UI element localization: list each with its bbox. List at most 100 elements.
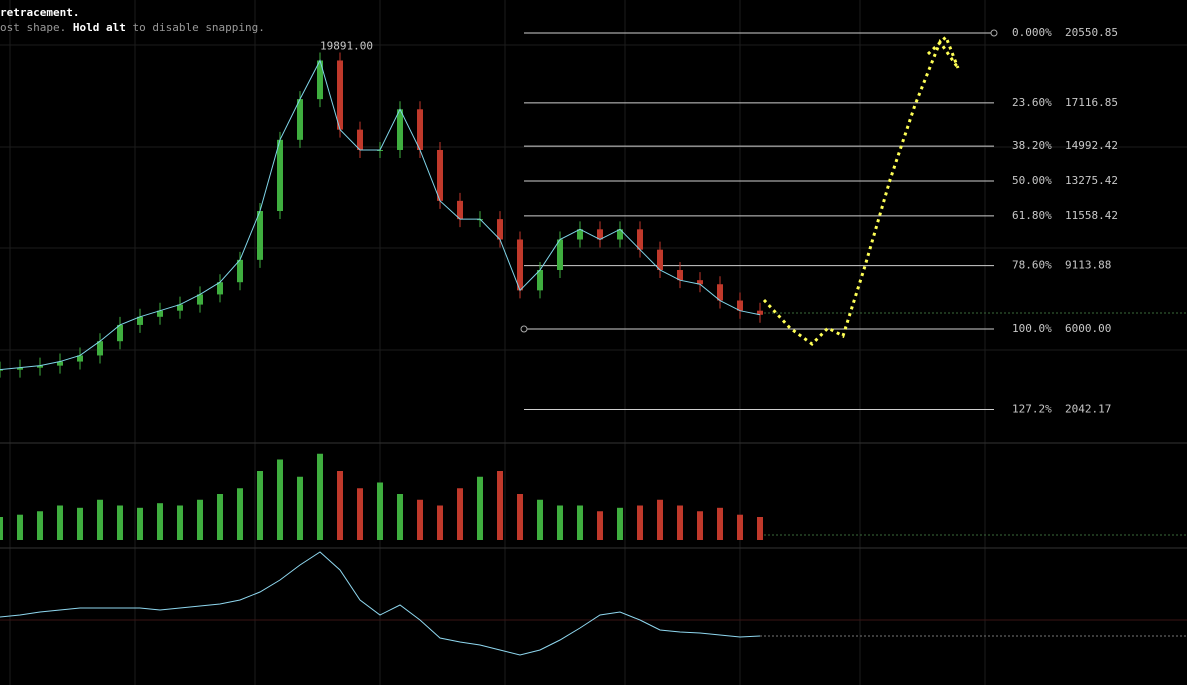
candle xyxy=(577,229,583,240)
candle xyxy=(297,99,303,140)
fib-price: 9113.88 xyxy=(1065,259,1111,272)
candle xyxy=(637,229,643,250)
volume-bar xyxy=(637,505,643,540)
volume-bar xyxy=(17,514,23,540)
candle xyxy=(457,200,463,220)
volume-bar xyxy=(77,507,83,540)
peak-label: 19891.00 xyxy=(320,39,373,52)
fib-price: 17116.85 xyxy=(1065,96,1118,109)
volume-bar xyxy=(737,514,743,540)
volume-bar xyxy=(317,453,323,540)
oscillator-line xyxy=(0,551,761,656)
volume-bar xyxy=(0,517,3,540)
candle xyxy=(217,282,223,295)
hint-part: ost shape. xyxy=(0,21,73,34)
volume-bar xyxy=(297,476,303,540)
volume-bar xyxy=(417,499,423,540)
volume-bar xyxy=(257,471,263,540)
volume-bar xyxy=(537,499,543,540)
fib-ratio: 50.00% xyxy=(1012,174,1052,187)
candle xyxy=(57,361,63,366)
candle xyxy=(717,284,723,301)
volume-bar xyxy=(597,511,603,540)
volume-bar xyxy=(717,507,723,540)
candle xyxy=(537,270,543,291)
volume-bar xyxy=(677,505,683,540)
fib-ratio: 78.60% xyxy=(1012,259,1052,272)
fib-ratio: 127.2% xyxy=(1012,403,1052,416)
volume-bar xyxy=(437,505,443,540)
candle xyxy=(337,60,343,130)
fib-ratio: 0.000% xyxy=(1012,26,1052,39)
candle xyxy=(517,239,523,291)
candle xyxy=(697,280,703,285)
volume-bar xyxy=(457,488,463,540)
candle xyxy=(357,129,363,150)
volume-bar xyxy=(197,499,203,540)
volume-bar xyxy=(697,511,703,540)
volume-bar xyxy=(137,507,143,540)
candle xyxy=(317,60,323,100)
volume-bar xyxy=(477,476,483,540)
candle xyxy=(177,304,183,311)
hint-key: Hold alt xyxy=(73,21,126,34)
fib-price: 11558.42 xyxy=(1065,209,1118,222)
fib-ratio: 38.20% xyxy=(1012,139,1052,152)
volume-bar xyxy=(97,499,103,540)
candle xyxy=(0,369,3,371)
candle xyxy=(237,259,243,283)
candle xyxy=(257,211,263,260)
volume-bar xyxy=(577,505,583,540)
marks: 0.000% 20550.85 23.60% 17116.85 38.20% 14992.… xyxy=(0,26,1118,656)
candle xyxy=(417,109,423,150)
fib-price: 13275.42 xyxy=(1065,174,1118,187)
candle xyxy=(757,310,763,315)
volume-bar xyxy=(397,494,403,540)
fib-ratio: 23.60% xyxy=(1012,96,1052,109)
hint-text: retracement. xyxy=(0,6,79,19)
volume-bar xyxy=(357,488,363,540)
candle xyxy=(137,316,143,325)
hint-part: to disable snapping. xyxy=(126,21,265,34)
candle xyxy=(397,109,403,150)
volume-bar xyxy=(237,488,243,540)
fib-price: 14992.42 xyxy=(1065,139,1118,152)
volume-bar xyxy=(277,459,283,540)
candle xyxy=(37,365,43,368)
candle xyxy=(17,367,23,370)
price-line xyxy=(0,59,761,371)
volume-bar xyxy=(657,499,663,540)
candle xyxy=(157,310,163,317)
candle xyxy=(557,239,563,271)
fib-price: 2042.17 xyxy=(1065,403,1111,416)
volume-bar xyxy=(497,471,503,540)
volume-bar xyxy=(157,503,163,540)
volume-bar xyxy=(517,494,523,540)
candle xyxy=(77,355,83,362)
candle xyxy=(277,139,283,212)
volume-bar xyxy=(617,507,623,540)
volume-bar xyxy=(37,511,43,540)
volume-bar xyxy=(757,517,763,540)
fib-ratio: 61.80% xyxy=(1012,209,1052,222)
fib-price: 6000.00 xyxy=(1065,322,1111,335)
fib-handle xyxy=(520,325,528,333)
volume-bar xyxy=(177,505,183,540)
candle xyxy=(617,229,623,240)
volume-bar xyxy=(57,505,63,540)
volume-bar xyxy=(337,471,343,540)
candle xyxy=(737,300,743,311)
arrow-head xyxy=(926,34,960,69)
candle xyxy=(117,324,123,342)
candle xyxy=(657,249,663,271)
candle xyxy=(677,270,683,281)
fib-ratio: 100.0% xyxy=(1012,322,1052,335)
fib-price: 20550.85 xyxy=(1065,26,1118,39)
candle xyxy=(437,149,443,201)
candle xyxy=(97,341,103,356)
volume-bar xyxy=(557,505,563,540)
